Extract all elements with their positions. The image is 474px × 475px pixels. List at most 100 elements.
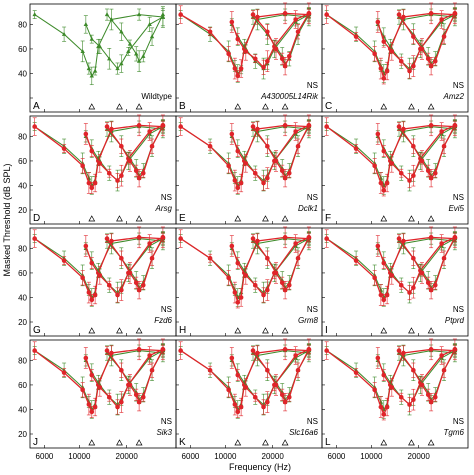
data-point-mutant [378, 66, 384, 71]
data-point-mutant [441, 255, 447, 261]
data-point-mutant [324, 124, 329, 129]
data-point-mutant [441, 34, 447, 39]
data-point-mutant [396, 236, 402, 241]
data-point-mutant [282, 347, 288, 352]
data-point-mutant [115, 404, 120, 410]
data-point-mutant [407, 402, 412, 407]
series-line [326, 14, 455, 75]
data-point-mutant [282, 287, 288, 293]
probe-triangle [262, 327, 269, 334]
data-point-mutant [286, 282, 292, 288]
series-line [398, 237, 456, 292]
data-point-mutant [428, 287, 434, 293]
data-point-mutant [432, 170, 438, 176]
data-point-wildtype [136, 12, 142, 17]
gene-label: Evi5 [448, 204, 464, 213]
data-point-mutant [396, 12, 402, 17]
gene-label: Grm8 [298, 316, 319, 325]
data-point-mutant [92, 292, 98, 298]
data-point-mutant [61, 370, 67, 375]
data-point-mutant [160, 235, 166, 240]
data-point-mutant [398, 282, 404, 288]
data-point-wildtype [119, 61, 124, 66]
data-point-mutant [441, 143, 447, 149]
data-point-mutant [127, 382, 133, 388]
data-point-mutant [389, 385, 395, 390]
series-line [106, 237, 164, 292]
data-point-mutant [61, 258, 67, 263]
ns-label: NS [161, 305, 172, 314]
series-line [326, 236, 455, 302]
y-tick-label: 20 [18, 206, 27, 215]
data-point-mutant [273, 158, 279, 164]
data-point-mutant [375, 243, 381, 249]
data-point-mutant [115, 178, 120, 183]
probe-triangle [116, 103, 123, 110]
data-point-mutant [119, 287, 124, 293]
data-point-mutant [136, 235, 142, 240]
data-point-mutant [106, 394, 112, 400]
probe-triangle [281, 103, 289, 110]
data-point-mutant [207, 255, 213, 261]
probe-triangle [427, 215, 435, 222]
data-point-mutant [119, 173, 124, 178]
data-point-mutant [136, 123, 142, 128]
x-tick-label: 20000 [262, 452, 285, 461]
data-point-mutant [428, 175, 434, 181]
data-point-mutant [306, 123, 312, 128]
data-point-wildtype [109, 17, 114, 22]
data-point-mutant [265, 143, 270, 149]
data-point-mutant [235, 36, 241, 42]
data-point-mutant [238, 66, 244, 71]
panel-letter: E [179, 213, 186, 224]
data-point-mutant [89, 297, 95, 303]
x-tick-label: 6000 [328, 452, 346, 461]
probe-triangle [281, 439, 289, 446]
series-line [180, 238, 309, 299]
ns-label: NS [161, 417, 172, 426]
probe-triangle [88, 103, 96, 110]
data-point-mutant [261, 292, 266, 298]
series-line [85, 236, 164, 297]
data-point-mutant [80, 275, 85, 281]
data-point-mutant [381, 39, 387, 44]
series-line [34, 236, 163, 302]
data-point-mutant [32, 236, 37, 241]
series-line [231, 124, 310, 185]
data-point-mutant [119, 143, 124, 149]
data-point-mutant [147, 129, 152, 134]
data-point-mutant [372, 51, 377, 57]
data-point-mutant [419, 270, 425, 276]
data-point-wildtype [147, 22, 152, 26]
data-point-mutant [86, 402, 92, 407]
series-line [34, 126, 163, 187]
data-point-mutant [286, 170, 292, 176]
data-point-mutant [140, 170, 146, 176]
data-point-mutant [372, 275, 377, 281]
data-point-mutant [273, 382, 279, 388]
panel-g: 20 40 60 80 G NS Fzd6 [18, 226, 177, 337]
series-line [106, 14, 164, 63]
data-point-mutant [178, 348, 183, 353]
panel-frame [321, 3, 469, 113]
data-point-mutant [226, 51, 231, 57]
panel-letter: K [179, 437, 186, 448]
data-point-mutant [411, 173, 416, 178]
series-line [180, 348, 309, 414]
data-point-mutant [389, 161, 395, 166]
data-point-mutant [282, 399, 288, 405]
y-tick-label: 40 [18, 293, 27, 302]
data-point-mutant [381, 372, 387, 378]
data-point-mutant [265, 367, 270, 373]
data-point-mutant [252, 394, 258, 400]
probe-triangle [234, 327, 242, 334]
data-point-mutant [411, 285, 416, 290]
data-point-mutant [282, 11, 288, 16]
data-point-mutant [401, 14, 406, 20]
data-point-mutant [411, 34, 416, 39]
data-point-mutant [273, 270, 279, 276]
y-tick-label: 40 [18, 181, 27, 190]
gene-label: Arsg [155, 204, 173, 213]
data-point-mutant [229, 243, 235, 249]
data-point-mutant [140, 394, 146, 400]
